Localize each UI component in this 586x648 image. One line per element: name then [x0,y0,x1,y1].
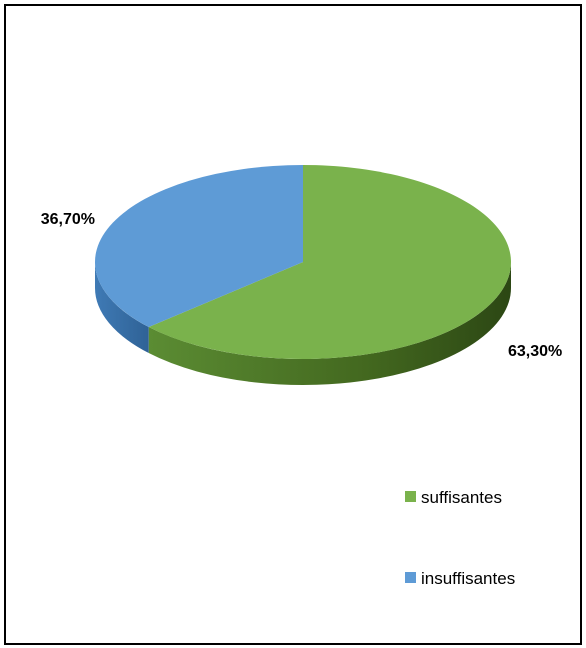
data-label: 36,70% [41,211,95,228]
pie-slice [148,165,511,360]
legend-label: insuffisantes [421,569,516,588]
legend-swatch [405,491,416,502]
pie-side [95,262,149,354]
pie-side [148,262,511,385]
legend-swatch [405,572,416,583]
chart-frame [4,4,582,645]
pie-slice [95,165,304,328]
legend-label: suffisantes [421,488,502,507]
data-label: 63,30% [508,343,562,360]
